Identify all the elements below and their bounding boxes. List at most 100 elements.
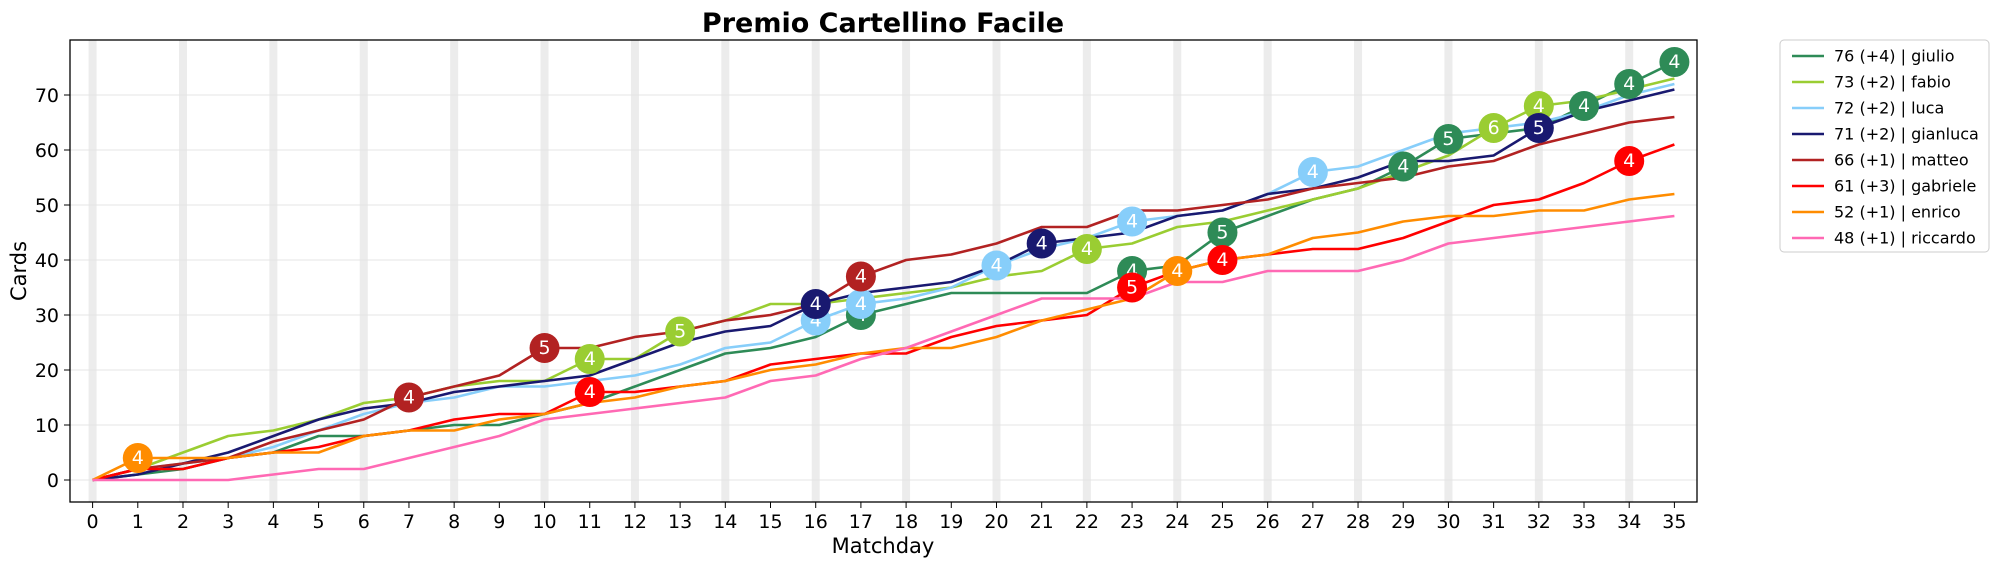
x-tick-label: 12 — [623, 511, 647, 533]
marker-label: 4 — [855, 266, 867, 288]
x-tick-label: 0 — [87, 511, 99, 533]
x-tick-label: 15 — [758, 511, 782, 533]
x-tick-label: 8 — [448, 511, 460, 533]
x-tick-label: 13 — [668, 511, 692, 533]
marker-giulio: 4 — [1614, 69, 1645, 99]
marker-circle — [1388, 151, 1419, 182]
marker-label: 4 — [1668, 51, 1680, 73]
marker-label: 5 — [538, 337, 550, 359]
marker-circle — [1569, 91, 1600, 121]
y-tick-label: 30 — [35, 305, 59, 327]
x-tick-label: 25 — [1210, 511, 1234, 533]
matchday-band — [721, 40, 730, 502]
marker-circle — [1117, 206, 1148, 237]
marker-giulio: 4 — [1388, 151, 1419, 182]
marker-matteo: 4 — [845, 261, 876, 292]
legend-frame — [1779, 39, 1990, 253]
marker-enrico: 4 — [1162, 256, 1193, 286]
x-tick-label: 1 — [132, 511, 144, 533]
y-tick-label: 50 — [35, 195, 59, 217]
marker-giulio: 5 — [1433, 124, 1464, 154]
x-tick-label: 24 — [1165, 511, 1189, 533]
marker-fabio: 4 — [574, 344, 605, 374]
marker-circle — [1162, 256, 1193, 286]
x-tick-label: 35 — [1662, 511, 1686, 533]
legend-label-gianluca: 71 (+2) | gianluca — [1834, 125, 1979, 144]
marker-circle — [529, 333, 560, 363]
x-tick-label: 14 — [713, 511, 737, 533]
marker-gianluca: 5 — [1523, 113, 1554, 143]
marker-circle — [1297, 157, 1328, 187]
matchday-band — [450, 40, 459, 502]
x-tick-label: 27 — [1301, 511, 1325, 533]
marker-matteo: 5 — [529, 333, 560, 363]
marker-label: 4 — [990, 255, 1002, 277]
marker-label: 4 — [1171, 260, 1183, 282]
x-tick-label: 26 — [1256, 511, 1280, 533]
x-tick-label: 21 — [1030, 511, 1054, 533]
marker-label: 4 — [1623, 73, 1635, 95]
y-tick-label: 40 — [35, 250, 59, 272]
x-tick-label: 34 — [1617, 511, 1641, 533]
matchday-band — [359, 40, 368, 502]
y-tick-label: 20 — [35, 360, 59, 382]
x-tick-label: 18 — [894, 511, 918, 533]
matchday-band — [811, 40, 820, 502]
marker-circle — [1523, 91, 1554, 121]
marker-circle — [981, 250, 1012, 281]
marker-label: 5 — [674, 321, 686, 343]
marker-giulio: 4 — [1659, 47, 1690, 77]
y-tick-label: 60 — [35, 140, 59, 162]
x-axis-label: Matchday — [832, 534, 935, 558]
marker-circle — [800, 289, 831, 319]
marker-label: 4 — [132, 447, 144, 469]
marker-circle — [1117, 272, 1148, 303]
marker-circle — [845, 289, 876, 319]
marker-label: 4 — [1397, 156, 1409, 178]
y-tick-label: 70 — [35, 85, 59, 107]
chart-title: Premio Cartellino Facile — [702, 8, 1064, 39]
x-tick-label: 11 — [578, 511, 602, 533]
x-tick-label: 29 — [1391, 511, 1415, 533]
marker-label: 4 — [810, 293, 822, 315]
matchday-band — [630, 40, 639, 502]
marker-label: 4 — [1578, 95, 1590, 117]
marker-gianluca: 4 — [800, 289, 831, 319]
marker-fabio: 4 — [1523, 91, 1554, 121]
marker-circle — [1071, 234, 1102, 264]
series-line-enrico — [92, 192, 1675, 482]
marker-circle — [574, 377, 605, 407]
marker-gabriele: 5 — [1117, 272, 1148, 303]
x-tick-label: 32 — [1527, 511, 1551, 533]
x-tick-label: 6 — [358, 511, 370, 533]
x-tick-label: 16 — [804, 511, 828, 533]
x-tick-label: 23 — [1120, 511, 1144, 533]
x-tick-label: 3 — [222, 511, 234, 533]
y-axis-label: Cards — [7, 241, 31, 301]
marker-fabio: 4 — [1071, 234, 1102, 264]
marker-gabriele: 4 — [1614, 146, 1645, 176]
marker-enrico: 4 — [122, 443, 153, 473]
x-tick-label: 33 — [1572, 511, 1596, 533]
legend: 76 (+4) | giulio 73 (+2) | fabio 72 (+2) |… — [1779, 39, 1990, 253]
legend-label-riccardo: 48 (+1) | riccardo — [1834, 229, 1976, 248]
x-tick-label: 2 — [177, 511, 189, 533]
marker-label: 5 — [1216, 222, 1228, 244]
marker-giulio: 4 — [1569, 91, 1600, 121]
marker-circle — [1614, 146, 1645, 176]
marker-label: 4 — [1533, 95, 1545, 117]
matchday-band — [1444, 40, 1453, 502]
series-markers: 445454444546444444445454454444 — [122, 47, 1690, 473]
marker-label: 4 — [584, 348, 596, 370]
x-tick-label: 19 — [939, 511, 963, 533]
matchday-band — [1082, 40, 1091, 502]
matchday-band — [902, 40, 911, 502]
y-tick-label: 0 — [47, 470, 59, 492]
series-line-gabriele — [92, 143, 1675, 482]
x-axis-ticks: 0 1 2 3 4 5 6 7 8 9 10 11 12 13 14 15 16 17 18 19 20 21 22 23 24… — [87, 502, 1686, 533]
marker-giulio: 5 — [1207, 217, 1238, 248]
marker-circle — [1659, 47, 1690, 77]
marker-circle — [393, 382, 424, 413]
marker-circle — [1433, 124, 1464, 154]
